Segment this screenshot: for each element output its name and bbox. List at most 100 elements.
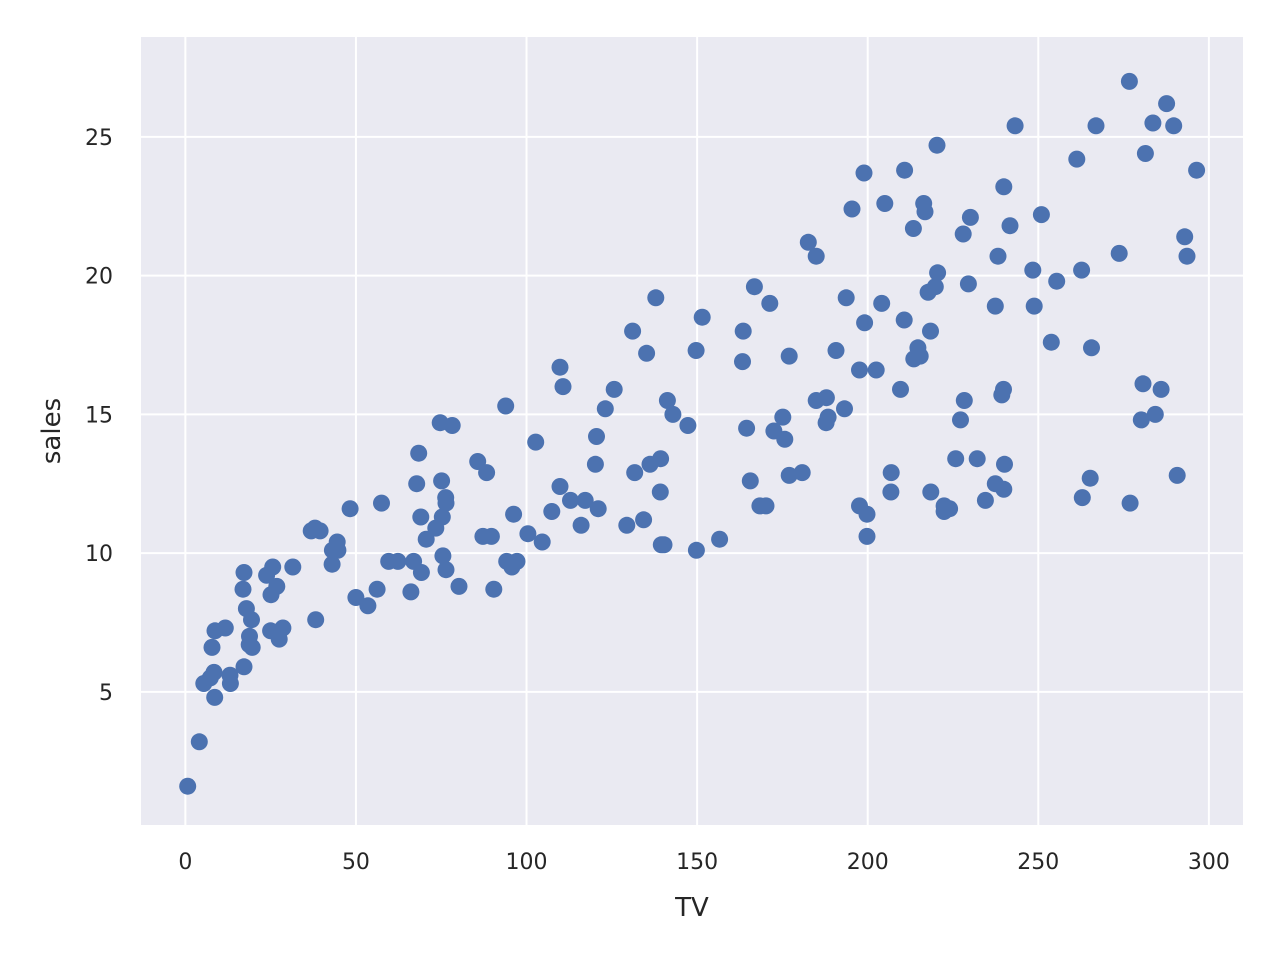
data-point: [1073, 489, 1091, 507]
data-point: [929, 264, 947, 282]
data-point: [533, 533, 551, 551]
data-point: [203, 638, 221, 656]
data-point: [1146, 405, 1164, 423]
data-point: [373, 494, 390, 512]
data-point: [323, 555, 341, 573]
data-point: [679, 417, 697, 434]
x-tick-label: 50: [342, 850, 370, 875]
data-point: [554, 378, 572, 396]
data-point: [745, 278, 763, 296]
data-point: [882, 483, 900, 501]
data-point: [478, 464, 496, 482]
data-point: [635, 511, 653, 529]
data-point: [986, 297, 1004, 315]
data-point: [1068, 150, 1086, 168]
y-tick-label: 25: [85, 126, 113, 151]
data-point: [976, 491, 994, 509]
data-point: [274, 619, 292, 637]
data-point: [235, 564, 253, 581]
data-point: [882, 464, 900, 482]
data-point: [412, 564, 430, 581]
data-point: [1188, 161, 1206, 179]
data-point: [968, 450, 986, 468]
data-point: [817, 389, 835, 407]
data-points: [179, 72, 1206, 795]
data-point: [1158, 95, 1176, 113]
data-point: [624, 322, 642, 340]
data-point: [243, 611, 260, 629]
data-point: [819, 408, 837, 426]
y-tick-label: 15: [85, 403, 113, 428]
x-axis-label: TV: [674, 893, 709, 923]
data-point: [911, 347, 929, 365]
data-point: [741, 472, 759, 490]
data-point: [389, 552, 407, 570]
x-tick-labels: 0 50 100 150 200 250 300: [178, 850, 1230, 875]
data-point: [995, 480, 1013, 498]
data-point: [1024, 261, 1042, 279]
data-point: [527, 433, 545, 451]
data-point: [482, 527, 500, 545]
data-point: [216, 619, 234, 637]
data-point: [519, 525, 537, 543]
data-point: [776, 430, 794, 448]
data-point: [761, 294, 779, 312]
data-point: [485, 580, 503, 598]
data-point: [433, 508, 451, 526]
data-point: [1006, 117, 1024, 135]
data-point: [284, 558, 302, 576]
data-point: [408, 475, 426, 493]
data-point: [437, 494, 455, 512]
x-tick-label: 150: [676, 850, 718, 875]
data-point: [596, 400, 614, 418]
data-point: [855, 164, 873, 182]
data-point: [443, 417, 461, 434]
data-point: [1087, 117, 1105, 135]
x-tick-label: 300: [1188, 850, 1230, 875]
data-point: [687, 541, 705, 559]
data-point: [206, 688, 224, 706]
data-point: [589, 500, 607, 518]
x-tick-label: 0: [178, 850, 192, 875]
data-point: [926, 278, 944, 296]
data-point: [652, 450, 670, 468]
data-point: [1152, 380, 1170, 398]
data-point: [807, 247, 825, 265]
data-point: [551, 358, 569, 376]
data-point: [941, 500, 959, 518]
data-point: [876, 195, 894, 212]
data-point: [916, 203, 934, 221]
data-point: [307, 611, 325, 629]
data-point: [989, 247, 1007, 265]
data-point: [1048, 272, 1066, 290]
data-point: [793, 464, 811, 482]
data-point: [873, 294, 891, 312]
data-point: [576, 491, 594, 509]
data-point: [1025, 297, 1043, 315]
data-point: [1176, 228, 1194, 246]
y-tick-label: 20: [85, 265, 113, 290]
data-point: [827, 342, 845, 359]
data-point: [410, 444, 428, 462]
data-point: [922, 322, 939, 340]
data-point: [1083, 339, 1100, 357]
data-point: [780, 347, 798, 365]
data-point: [995, 380, 1012, 398]
data-point: [892, 380, 909, 398]
data-point: [1168, 466, 1186, 484]
data-point: [1178, 247, 1196, 265]
data-point: [774, 408, 792, 426]
data-point: [1042, 333, 1060, 351]
data-point: [412, 508, 430, 526]
data-point: [1132, 411, 1150, 429]
data-point: [959, 275, 977, 293]
data-point: [757, 497, 775, 515]
data-point: [311, 522, 329, 540]
data-point: [734, 353, 751, 371]
data-point: [954, 225, 972, 243]
data-point: [329, 541, 347, 559]
data-point: [995, 178, 1013, 196]
data-point: [551, 478, 569, 495]
data-point: [437, 561, 455, 579]
